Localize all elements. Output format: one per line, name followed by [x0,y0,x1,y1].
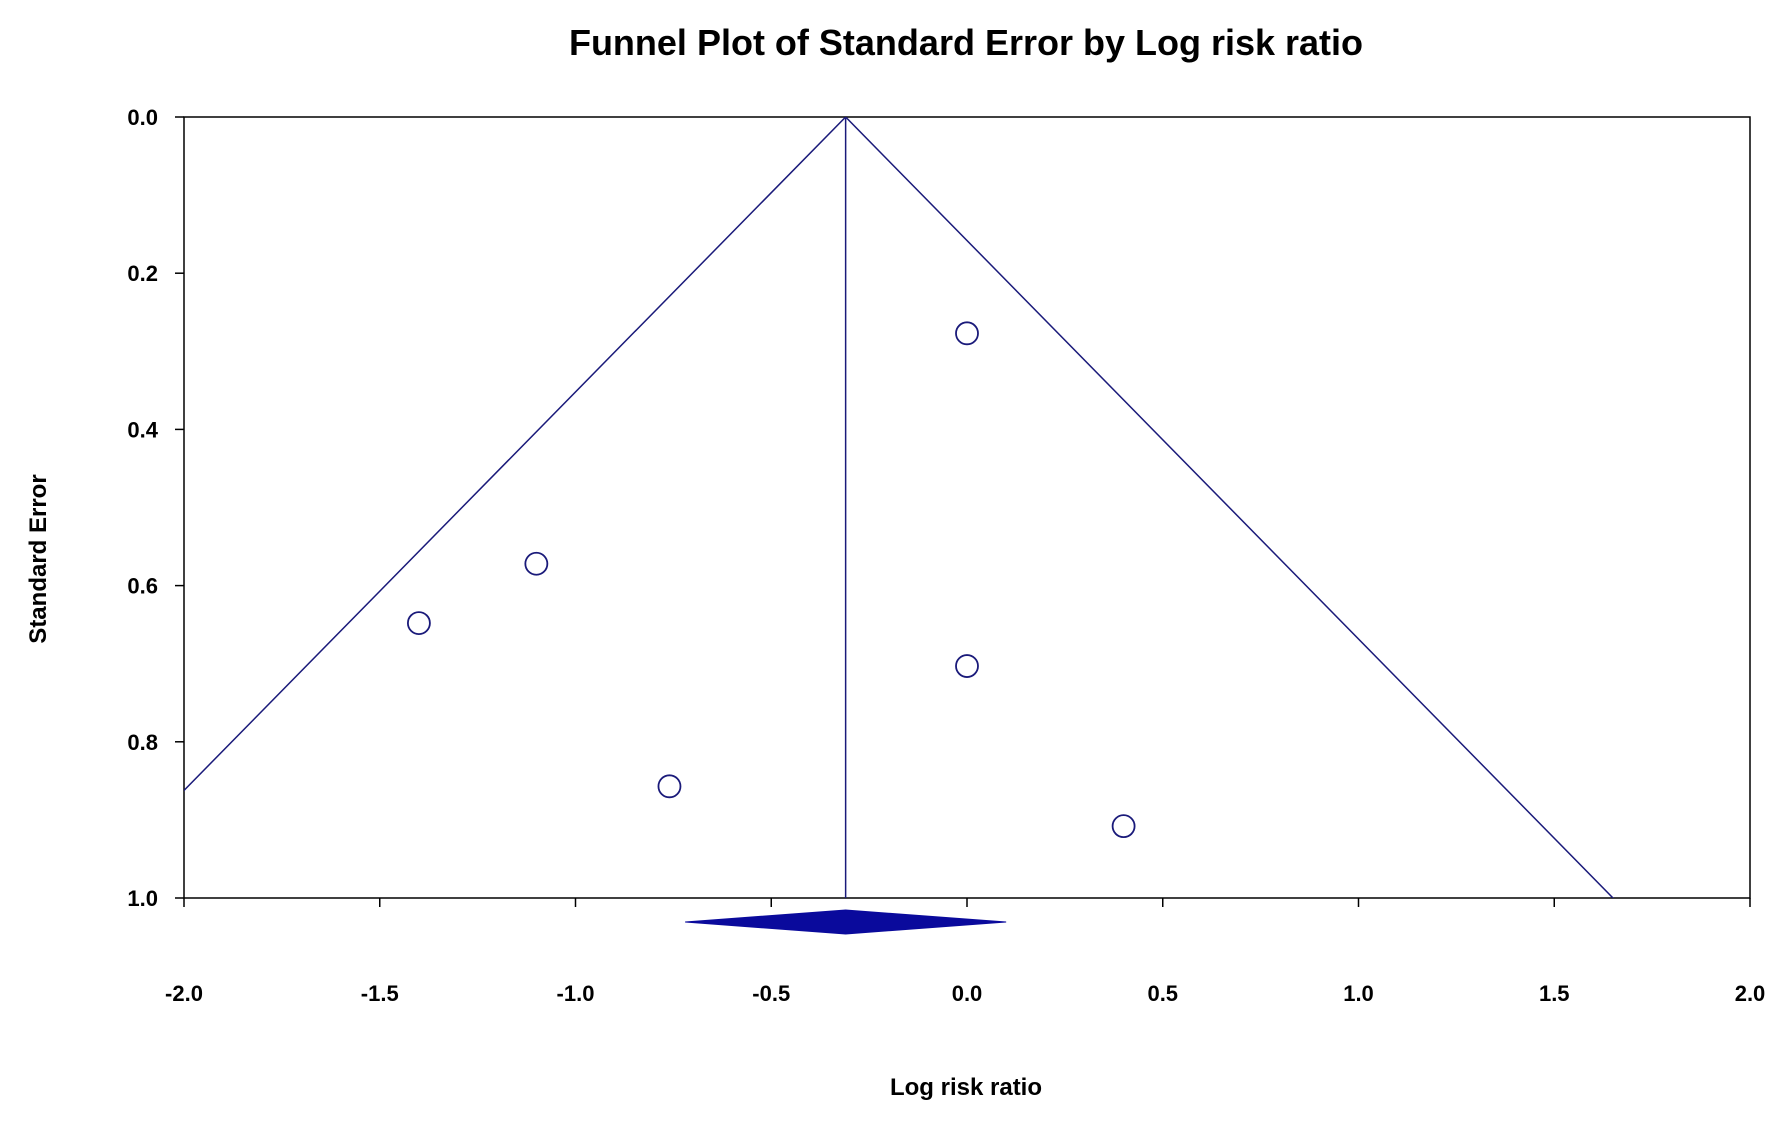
y-tick-label: 0.0 [127,105,158,130]
x-tick-label: 1.0 [1343,981,1374,1006]
x-tick-label: -2.0 [165,981,203,1006]
funnel-group [184,117,1615,898]
y-tick-label: 0.8 [127,730,158,755]
x-tick-label: -0.5 [752,981,790,1006]
funnel-left-line [184,117,847,792]
x-axis-label: Log risk ratio [890,1074,1042,1101]
study-point [955,654,979,678]
x-tick-label: 0.5 [1147,981,1178,1006]
study-point [524,551,549,576]
x-tick-label: -1.5 [361,981,399,1006]
x-tick-label: 1.5 [1539,981,1570,1006]
y-tick-label: 0.4 [127,417,158,442]
study-point [1111,814,1136,839]
y-axis-label: Standard Error [25,474,52,643]
plot-frame [183,116,1751,899]
study-point [657,774,682,799]
x-tick-label: 2.0 [1735,981,1766,1006]
y-tick-label: 0.6 [127,574,158,599]
study-point [955,321,979,346]
x-tick-label: 0.0 [952,981,983,1006]
chart-title: Funnel Plot of Standard Error by Log ris… [569,22,1363,63]
study-point [406,611,431,635]
y-tick-label: 1.0 [127,886,158,911]
y-tick-label: 0.2 [127,261,158,286]
pooled-estimate-diamond [685,909,1007,935]
x-tick-label: -1.0 [557,981,595,1006]
funnel-right-line [845,117,1615,898]
